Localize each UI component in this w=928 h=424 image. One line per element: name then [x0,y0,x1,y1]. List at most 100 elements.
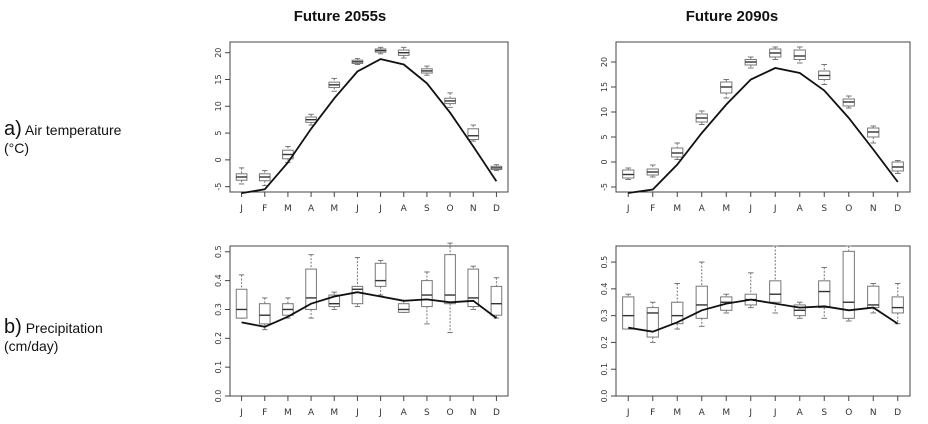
x-tick-label: J [378,408,382,418]
plot-frame [615,245,911,397]
y-tick-label: 0.2 [214,332,223,345]
box-iqr [671,301,684,325]
x-tick-label: J [626,204,630,214]
boxplot-S-8 [421,65,433,76]
boxplot-S-8 [818,64,831,85]
plot-frame [229,245,509,397]
boxplot-O-9 [444,92,456,108]
boxplot-N-10 [467,265,480,310]
boxplot-M-4 [328,77,341,92]
y-tick-label: 15 [214,74,223,84]
x-tick-label: M [330,204,338,214]
y-tick-label: 0.4 [214,274,223,287]
boxplot-A-3 [695,261,708,327]
x-tick-label: M [330,408,338,418]
x-tick-label: M [284,204,292,214]
series-line [241,58,498,194]
x-tick-label: M [284,408,292,418]
boxplot-J-5 [744,56,757,69]
boxplot-O-9 [842,95,855,109]
box-iqr [351,285,364,305]
boxplot-S-8 [818,266,831,319]
boxplot-M-2 [671,142,684,160]
boxplot-A-3 [695,110,708,125]
box-iqr [467,268,480,308]
series-line [628,298,899,333]
boxplot-D-11 [490,164,503,172]
x-tick-label: M [673,408,681,418]
x-tick-label: J [626,408,630,418]
boxplot-F-1 [258,297,271,331]
box-iqr [397,303,410,313]
box-iqr [891,296,904,314]
boxplot-M-2 [282,145,294,164]
boxplot-A-7 [793,301,806,319]
boxplot-A-7 [397,46,410,59]
box-iqr [793,49,806,60]
row-prefix: a) [4,118,22,140]
row-label-air-temperature: a) Air temperature (°C) [4,118,122,157]
boxplot-M-4 [328,291,341,310]
boxplot-F-1 [646,164,659,178]
row-title: Air temperature [24,122,122,138]
x-tick-label: J [355,408,359,418]
x-tick-label: A [401,204,408,214]
column-title-2090s: Future 2090s [685,8,779,25]
boxplot-A-7 [397,300,410,313]
x-tick-label: S [424,408,430,418]
chart-air-temperature-2090s: -5 0 5 10 15 20 J F M A M J J A S O N D [600,41,911,214]
y-tick-label: 0.1 [600,363,609,376]
y-tick-label: 0.3 [600,309,609,322]
boxplot-D-11 [891,160,904,174]
box-iqr [235,288,248,319]
y-tick-label: 0.4 [600,282,609,295]
plot-frame [615,41,911,193]
boxplot-J-5 [351,58,364,65]
row-title: Precipitation [25,320,103,336]
x-tick-label: M [722,408,730,418]
x-tick-label: F [262,408,267,418]
x-tick-label: D [894,204,901,214]
boxplot-F-1 [258,170,271,187]
x-tick-label: O [845,204,852,214]
boxplot-N-10 [867,125,880,144]
boxplot-J-5 [744,272,757,309]
boxplot-J-0 [622,167,635,180]
y-tick-label: 0.5 [600,256,609,269]
box-iqr [769,280,782,303]
y-tick-label: 20 [600,57,609,67]
x-tick-label: O [447,408,454,418]
box-iqr [842,250,855,319]
x-tick-label: D [493,204,500,214]
x-tick-label: J [773,408,777,418]
x-tick-label: S [821,204,827,214]
box-iqr [646,307,659,338]
x-tick-label: F [262,204,267,214]
x-tick-label: A [797,408,804,418]
x-tick-label: D [894,408,901,418]
boxplot-M-2 [671,283,684,330]
y-tick-label: -5 [600,183,609,191]
series-line [628,67,899,194]
boxplot-D-11 [891,283,904,325]
row-unit: (°C) [4,140,30,156]
boxplot-O-9 [842,245,855,322]
x-tick-label: J [378,204,382,214]
y-tick-label: 0.5 [214,245,223,258]
box-iqr [305,268,317,310]
x-tick-label: N [870,204,877,214]
box-iqr [328,294,341,308]
x-tick-label: J [748,408,752,418]
boxplot-J-0 [622,293,635,330]
y-tick-label: 0.3 [214,303,223,316]
boxplot-N-10 [467,124,480,142]
boxplot-A-3 [305,254,317,319]
x-tick-label: M [722,204,730,214]
x-tick-label: O [447,204,454,214]
y-tick-label: 15 [600,82,609,92]
y-tick-label: 0 [214,157,223,162]
x-tick-label: S [424,204,430,214]
series-line [241,291,497,328]
chart-precipitation-2055s: 0.0 0.1 0.2 0.3 0.4 0.5 J F M A M J J A S O N D [214,242,509,418]
x-tick-label: F [650,408,655,418]
